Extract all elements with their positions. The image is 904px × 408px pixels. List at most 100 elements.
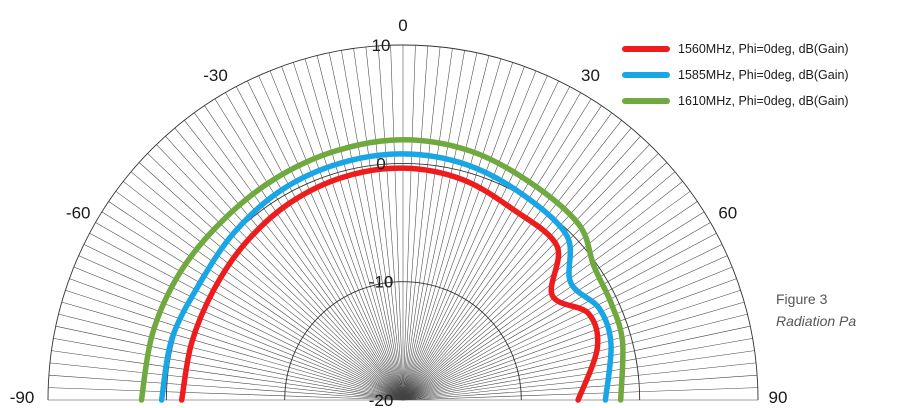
spoke-line [78, 255, 404, 401]
spoke-line [130, 171, 404, 401]
spoke-line [247, 80, 404, 401]
spoke-line [281, 66, 404, 401]
spoke-line [316, 55, 404, 401]
spoke-line [402, 301, 745, 401]
figure-caption: Figure 3 Radiation Pa [776, 288, 856, 332]
spoke-line [402, 70, 537, 401]
series-curves [138, 136, 626, 403]
spoke-line [69, 278, 404, 401]
spoke-line [402, 374, 758, 401]
spoke-line [365, 46, 404, 401]
spoke-line [402, 191, 691, 401]
spoke-line [402, 201, 698, 401]
tick-labels: -90 -60 -30 0 30 60 90 -20 -10 0 10 [10, 16, 788, 408]
spoke-line [53, 338, 404, 401]
spoke-line [174, 127, 404, 401]
spoke-line [402, 144, 650, 401]
spoke-line [402, 313, 748, 401]
legend-label-1610: 1610MHz, Phi=0deg, dB(Gain) [678, 94, 849, 108]
series-line-2 [138, 136, 626, 403]
radial-tick-label: -20 [369, 391, 394, 408]
legend-swatch-1610 [622, 98, 670, 104]
angle-tick-label: 0 [398, 16, 407, 35]
spoke-line [402, 278, 737, 401]
spoke-line [402, 127, 632, 401]
spoke-line [65, 290, 404, 401]
angle-tick-label: -90 [10, 388, 35, 407]
spoke-line [115, 191, 404, 401]
spoke-line [353, 48, 404, 401]
spoke-line [258, 75, 404, 401]
spoke-line [194, 112, 404, 401]
legend-item-1560: 1560MHz, Phi=0deg, dB(Gain) [622, 36, 849, 62]
spoke-line [402, 233, 717, 401]
angle-tick-label: 90 [769, 388, 788, 407]
spoke-line [165, 136, 404, 401]
angle-tick-label: -30 [203, 66, 228, 85]
figure-subtitle: Radiation Pa [776, 313, 857, 329]
spoke-line [328, 52, 404, 401]
legend-item-1585: 1585MHz, Phi=0deg, dB(Gain) [622, 62, 849, 88]
spoke-line [377, 45, 404, 401]
series-line-0 [178, 165, 601, 403]
spoke-line [402, 120, 622, 401]
angle-tick-label: 60 [718, 204, 737, 223]
spoke-line [402, 136, 641, 401]
grid-ring [284, 281, 522, 401]
angle-tick-label: 30 [581, 66, 600, 85]
spoke-line [402, 105, 602, 401]
series-line-1 [158, 151, 614, 403]
spoke-line [402, 66, 525, 401]
spoke-line [402, 46, 441, 401]
spoke-line [402, 80, 559, 401]
spoke-line [108, 201, 404, 401]
spoke-line [402, 58, 502, 401]
spoke-line [48, 387, 404, 401]
spoke-line [139, 162, 404, 401]
radial-tick-label: 10 [372, 36, 391, 55]
spoke-line [402, 75, 548, 401]
figure-number: Figure 3 [776, 291, 828, 307]
spoke-line [214, 98, 404, 401]
legend-swatch-1560 [622, 46, 670, 52]
spoke-line [156, 144, 404, 401]
spoke-line [402, 266, 733, 401]
spoke-line [73, 266, 404, 401]
spoke-line [402, 98, 592, 401]
spoke-line [51, 350, 404, 401]
spoke-line [402, 112, 612, 401]
spoke-line [402, 350, 755, 401]
spoke-line [402, 153, 659, 401]
spoke-line [341, 50, 404, 401]
spoke-line [304, 58, 404, 401]
spoke-line [184, 120, 404, 401]
radial-gridlines [48, 45, 758, 401]
spoke-line [49, 362, 404, 401]
spoke-line [89, 233, 404, 401]
spoke-line [402, 86, 570, 401]
spoke-line [95, 222, 404, 401]
spoke-line [402, 52, 478, 401]
spoke-line [402, 62, 513, 401]
spoke-line [402, 55, 490, 401]
legend-label-1560: 1560MHz, Phi=0deg, dB(Gain) [678, 42, 849, 56]
radial-tick-label: 0 [376, 154, 385, 173]
spoke-line [61, 301, 404, 401]
spoke-line [204, 105, 404, 401]
spoke-line [402, 45, 416, 401]
spoke-line [402, 244, 723, 401]
radial-tick-label: -10 [369, 273, 394, 292]
spoke-line [402, 162, 667, 401]
spoke-line [402, 255, 728, 401]
spoke-line [101, 211, 404, 401]
spoke-line [402, 181, 683, 401]
spoke-line [402, 92, 581, 401]
spoke-line [402, 45, 429, 401]
spoke-line [123, 181, 404, 401]
spoke-line [48, 374, 404, 401]
spoke-line [58, 313, 404, 401]
spoke-line [402, 222, 711, 401]
spoke-line [390, 45, 404, 401]
